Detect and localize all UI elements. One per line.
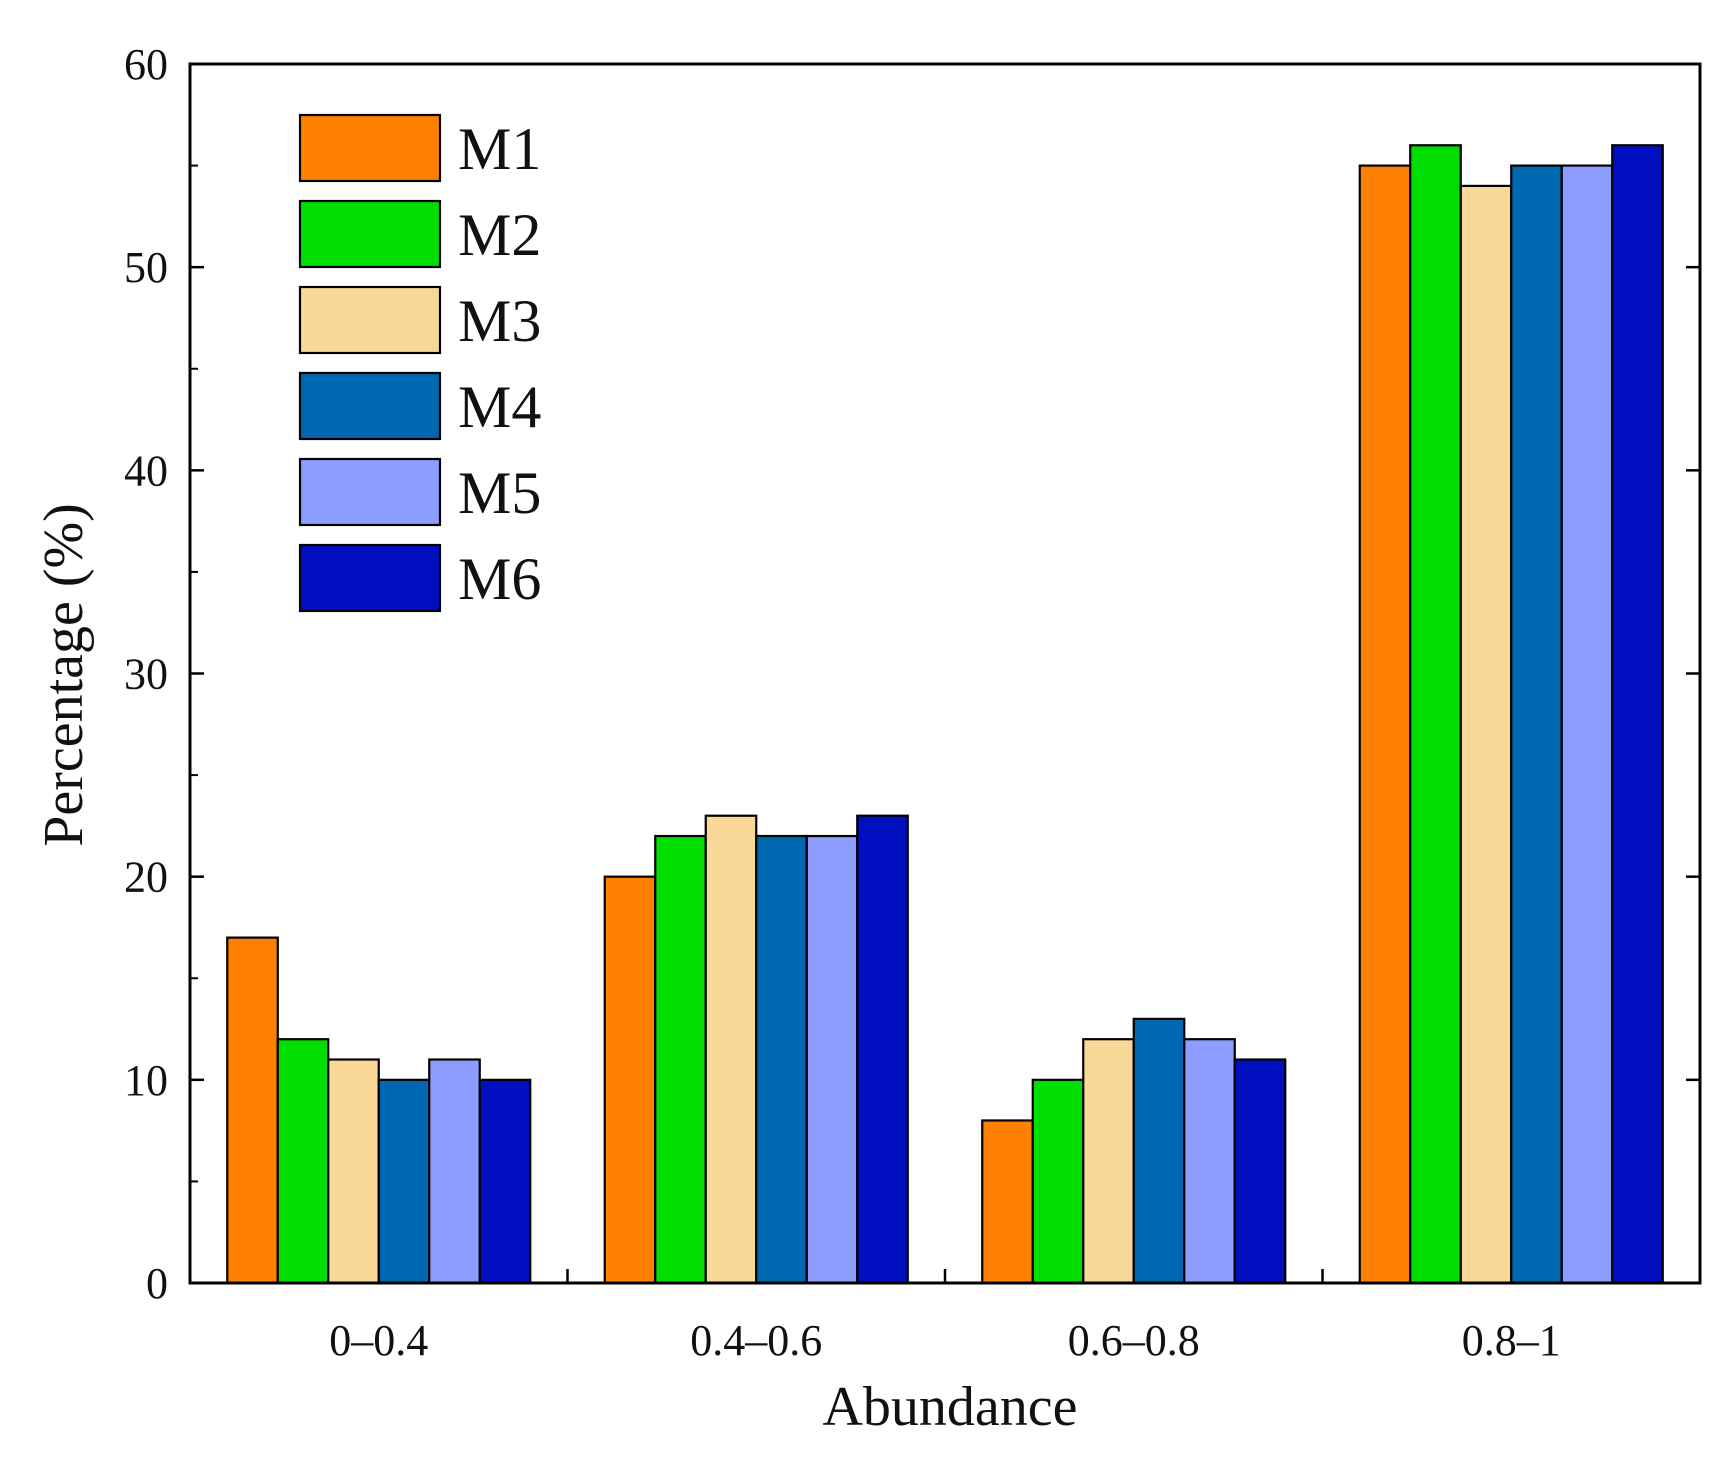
legend-swatch-m6 (298, 543, 442, 613)
bar-m1-3 (1358, 164, 1412, 1285)
bar-m2-2 (1031, 1078, 1085, 1285)
bar-m2-3 (1409, 144, 1462, 1285)
bar-m3-0 (327, 1058, 380, 1285)
bar-m5-0 (428, 1058, 481, 1285)
legend-swatch-m3 (298, 285, 442, 355)
y-axis-title: Percentage (%) (33, 503, 95, 847)
legend-label-m5: M5 (458, 460, 541, 526)
plot-frame (188, 62, 1702, 1285)
x-tick-label: 0.6–0.8 (1068, 1316, 1200, 1365)
legend-label-m6: M6 (458, 546, 541, 612)
y-tick-label: 60 (124, 40, 168, 89)
legend: M1 M2 M3 M4 M5 M6 (298, 113, 541, 613)
legend-swatch-m2 (298, 199, 442, 269)
y-tick-label: 30 (124, 650, 168, 699)
bar-m3-1 (704, 814, 758, 1285)
bars-layer (226, 144, 1664, 1285)
bar-m2-1 (654, 834, 707, 1285)
legend-swatch-m4 (298, 371, 442, 441)
bar-m1-1 (603, 875, 657, 1285)
bar-m6-3 (1611, 144, 1664, 1285)
bar-m4-0 (377, 1078, 431, 1285)
bar-m6-2 (1233, 1058, 1287, 1285)
x-axis-title: Abundance (822, 1376, 1077, 1438)
legend-label-m3: M3 (458, 288, 541, 354)
y-tick-label: 0 (146, 1259, 168, 1308)
legend-label-m4: M4 (458, 374, 541, 440)
y-tick-label: 20 (124, 853, 168, 902)
bar-m4-3 (1510, 164, 1563, 1285)
bar-m1-0 (226, 936, 279, 1285)
x-tick-label: 0.4–0.6 (690, 1316, 822, 1365)
bar-m2-0 (276, 1038, 330, 1285)
legend-label-m1: M1 (458, 116, 541, 182)
bar-m5-3 (1560, 164, 1614, 1285)
bar-m6-1 (856, 814, 909, 1285)
bar-m5-1 (805, 834, 859, 1285)
y-tick-label: 10 (124, 1056, 168, 1105)
bar-m4-1 (755, 834, 808, 1285)
bar-m6-0 (478, 1078, 532, 1285)
x-tick-label: 0–0.4 (329, 1316, 428, 1365)
bar-m1-2 (981, 1119, 1034, 1285)
legend-swatch-m1 (298, 113, 442, 183)
x-tick-label: 0.8–1 (1462, 1316, 1561, 1365)
bar-m3-2 (1082, 1038, 1135, 1285)
legend-swatch-m5 (298, 457, 442, 527)
bar-m3-3 (1459, 184, 1513, 1285)
axes-layer: 0–0.4 0.4–0.6 0.6–0.8 0.8–1 0 10 20 30 40 50 60 (124, 40, 1702, 1365)
bar-m5-2 (1183, 1038, 1236, 1285)
y-tick-label: 50 (124, 243, 168, 292)
bar-m4-2 (1132, 1017, 1186, 1285)
y-tick-label: 40 (124, 446, 168, 495)
legend-label-m2: M2 (458, 202, 541, 268)
